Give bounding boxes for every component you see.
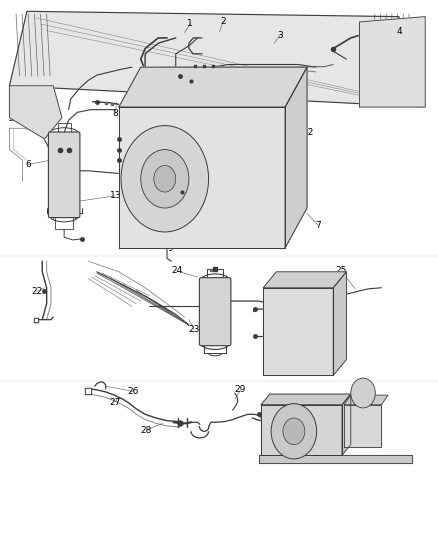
Polygon shape — [341, 394, 350, 455]
Circle shape — [141, 150, 188, 208]
Text: 13: 13 — [110, 191, 121, 200]
Text: 7: 7 — [314, 221, 320, 230]
Text: 1: 1 — [187, 19, 193, 28]
Polygon shape — [258, 455, 411, 463]
Circle shape — [153, 165, 175, 192]
Circle shape — [121, 126, 208, 232]
Text: 6: 6 — [203, 189, 209, 198]
Polygon shape — [359, 17, 424, 107]
Polygon shape — [263, 272, 346, 288]
Polygon shape — [10, 11, 424, 107]
Polygon shape — [119, 107, 285, 248]
Text: 22: 22 — [31, 287, 42, 296]
Text: 4: 4 — [396, 27, 402, 36]
Text: 2: 2 — [220, 18, 225, 27]
Polygon shape — [343, 405, 381, 447]
FancyBboxPatch shape — [48, 132, 80, 217]
Polygon shape — [343, 395, 387, 405]
Polygon shape — [10, 86, 62, 139]
Text: 3: 3 — [276, 31, 282, 40]
Text: 27: 27 — [110, 398, 121, 407]
Text: 26: 26 — [127, 387, 138, 396]
Polygon shape — [261, 405, 341, 455]
Text: 28: 28 — [140, 426, 151, 435]
Polygon shape — [263, 288, 332, 375]
Text: 12: 12 — [302, 128, 313, 137]
Text: 10: 10 — [195, 197, 206, 206]
Circle shape — [283, 418, 304, 445]
Polygon shape — [119, 67, 306, 107]
Text: 9: 9 — [167, 245, 173, 254]
Polygon shape — [285, 67, 306, 248]
Circle shape — [271, 403, 316, 459]
Text: 8: 8 — [112, 109, 118, 118]
Text: 5: 5 — [178, 81, 184, 90]
Text: 25: 25 — [335, 266, 346, 275]
Circle shape — [350, 378, 374, 408]
Text: 29: 29 — [234, 385, 246, 394]
Polygon shape — [261, 394, 350, 405]
FancyBboxPatch shape — [199, 278, 230, 346]
Polygon shape — [332, 272, 346, 375]
Text: 23: 23 — [188, 325, 199, 334]
Text: 11: 11 — [205, 231, 217, 240]
Text: 24: 24 — [297, 295, 308, 304]
Text: 6: 6 — [25, 160, 31, 169]
Text: 24: 24 — [170, 266, 182, 275]
Text: 30: 30 — [352, 387, 364, 396]
